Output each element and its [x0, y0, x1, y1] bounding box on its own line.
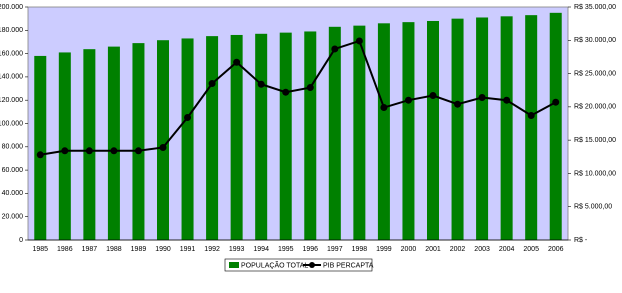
y-tick-label: 200.000 [0, 4, 23, 11]
x-tick-label: 1988 [106, 246, 122, 253]
y2-tick-label: R$ 20.000,00 [574, 104, 616, 111]
bar [230, 34, 243, 241]
bar [427, 20, 439, 241]
x-tick-label: 2006 [548, 246, 564, 253]
y-tick-label: 60.000 [2, 167, 24, 174]
marker [331, 45, 339, 53]
marker [36, 151, 44, 159]
y-tick-label: 80.000 [2, 144, 24, 151]
bar [451, 18, 464, 241]
marker [85, 147, 93, 155]
y2-tick-label: R$ 35.000,00 [574, 4, 616, 11]
marker [429, 92, 437, 100]
y2-tick-label: R$ - [574, 237, 588, 244]
y-tick-label: 140.000 [0, 74, 23, 81]
bar [377, 23, 390, 241]
marker [503, 96, 511, 104]
x-tick-label: 2004 [499, 246, 515, 253]
bar [107, 46, 120, 240]
bar [402, 22, 415, 240]
x-tick-label: 1992 [204, 246, 220, 253]
y2-tick-label: R$ 30.000,00 [574, 37, 616, 44]
bar [525, 15, 538, 241]
line [40, 39, 557, 156]
y-tick-label: 20.000 [2, 214, 24, 221]
bar [279, 32, 292, 240]
bar [476, 17, 489, 240]
marker [208, 80, 216, 88]
marker [478, 94, 486, 102]
x-tick-label: 1991 [180, 246, 196, 253]
legend-label: PIB PERCAPTA [323, 262, 374, 269]
x-tick-label: 2005 [523, 246, 539, 253]
marker [552, 98, 560, 106]
marker [380, 104, 388, 112]
x-tick-label: 2003 [474, 246, 490, 253]
marker [233, 58, 241, 66]
bar [304, 31, 317, 241]
x-tick-label: 1985 [32, 246, 48, 253]
x-tick-label: 1993 [229, 246, 245, 253]
x-tick-label: 1995 [278, 246, 294, 253]
x-tick-label: 2002 [450, 246, 466, 253]
x-tick-label: 2001 [425, 246, 441, 253]
x-tick-label: 1994 [253, 246, 269, 253]
y-tick-label: 120.000 [0, 97, 23, 104]
x-tick-label: 1997 [327, 246, 343, 253]
bar [353, 25, 366, 240]
y-tick-label: 100.000 [0, 120, 23, 127]
x-tick-label: 1986 [57, 246, 73, 253]
bar [206, 36, 219, 240]
y2-tick-label: R$ 10.000,00 [574, 170, 616, 177]
bar [328, 26, 341, 241]
marker [355, 37, 363, 45]
marker [159, 143, 167, 151]
x-tick-label: 1998 [352, 246, 368, 253]
marker [306, 84, 314, 92]
marker [404, 96, 412, 104]
bar [132, 43, 145, 240]
x-tick-label: 1996 [302, 246, 318, 253]
y-tick-label: 40.000 [2, 190, 24, 197]
legend-box [224, 258, 373, 272]
x-tick-label: 2000 [401, 246, 417, 253]
marker [282, 88, 290, 96]
y2-tick-label: R$ 15.000,00 [574, 137, 616, 144]
bar [500, 16, 513, 240]
y-tick-label: 160.000 [0, 50, 23, 57]
marker [257, 80, 265, 88]
bar [34, 55, 47, 241]
y2-tick-label: R$ 5.000,00 [574, 204, 612, 211]
x-tick-label: 1987 [82, 246, 98, 253]
marker [184, 114, 192, 122]
y-tick-label: 180.000 [0, 27, 23, 34]
bar [157, 40, 169, 240]
x-tick-label: 1989 [131, 246, 147, 253]
legend-marker [309, 262, 315, 268]
y2-tick-label: R$ 25.000,00 [574, 70, 616, 77]
bar [181, 38, 194, 240]
marker [134, 147, 142, 155]
legend-swatch [229, 262, 239, 268]
marker [110, 147, 118, 155]
marker [527, 112, 535, 120]
legend-label: POPULAÇÃO TOTAL [241, 260, 308, 269]
bar [83, 49, 96, 240]
y-tick-label: 0 [19, 237, 23, 244]
marker [61, 147, 69, 155]
x-tick-label: 1990 [155, 246, 171, 253]
bar [549, 12, 562, 241]
x-tick-label: 1999 [376, 246, 392, 253]
bar [255, 33, 268, 240]
bar [58, 52, 71, 241]
marker [454, 100, 462, 108]
